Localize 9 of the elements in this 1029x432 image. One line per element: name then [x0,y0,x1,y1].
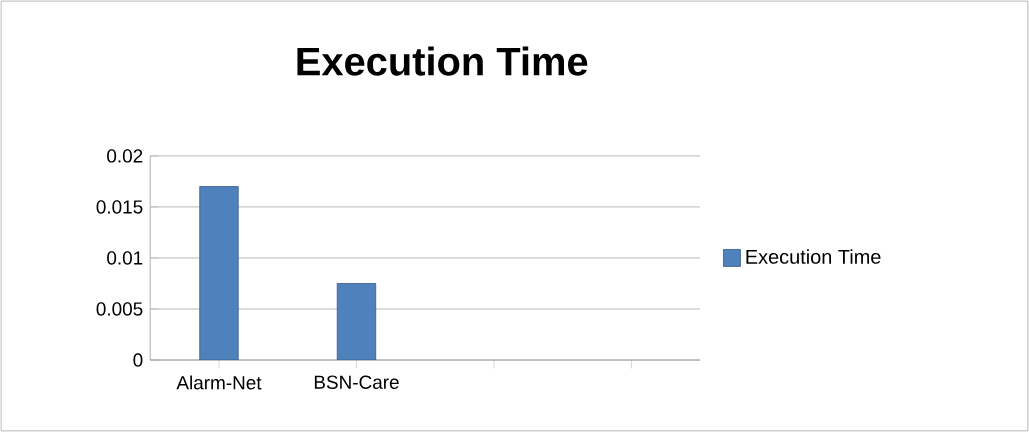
y-tick-label: 0.005 [96,302,143,316]
chart-title: Execution Time [297,46,588,76]
y-tick-label: 0 [133,353,143,367]
y-tick-label: 0.02 [107,149,143,163]
y-tick-label: 0.01 [107,251,143,265]
y-tick-label: 0.015 [96,200,143,214]
x-tick-label: BSN-Care [314,375,399,389]
legend-label: Execution Time [746,249,881,264]
x-tick-label: Alarm-Net [176,375,262,390]
